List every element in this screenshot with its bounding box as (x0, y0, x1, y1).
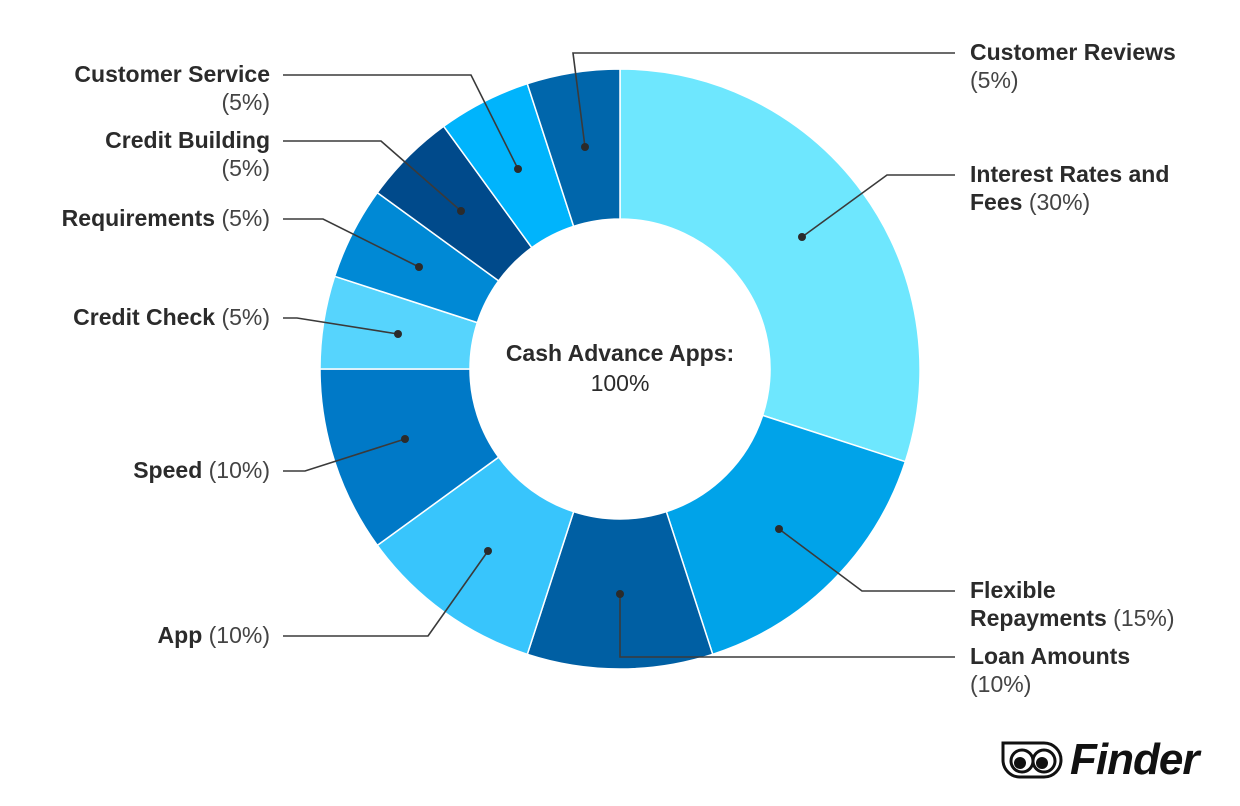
eyes-icon (1001, 741, 1063, 779)
label-customer-reviews: Customer Reviews (5%) (970, 39, 1176, 93)
leader-dot-loan-amounts (616, 590, 624, 598)
label-flexible-repayments: Flexible Repayments (15%) (970, 577, 1175, 631)
leader-line-credit-check (283, 317, 399, 335)
finder-logo: Finder (1000, 735, 1199, 785)
leader-dot-flexible-repayments (775, 525, 783, 533)
leader-line-speed (283, 438, 406, 472)
leader-dot-credit-building (457, 207, 465, 215)
label-interest-rates: Interest Rates and Fees (30%) (970, 161, 1170, 215)
label-customer-service: Customer Service (5%) (74, 61, 270, 115)
leader-line-customer-service (283, 74, 519, 170)
leader-line-customer-reviews (572, 52, 955, 148)
leader-dot-interest-rates (798, 233, 806, 241)
leader-dot-customer-reviews (581, 143, 589, 151)
leader-dot-speed (401, 435, 409, 443)
label-loan-amounts: Loan Amounts (10%) (970, 643, 1131, 697)
slice-interest-rates-and-fees (619, 68, 921, 463)
leader-dot-app (484, 547, 492, 555)
leader-line-requirements (283, 218, 420, 268)
leader-dot-credit-check (394, 330, 402, 338)
label-credit-building: Credit Building (5%) (105, 127, 270, 181)
leader-line-interest-rates (801, 174, 955, 238)
leader-line-flexible-repayments (778, 528, 955, 592)
label-app: App (10%) (157, 622, 270, 648)
label-speed: Speed (10%) (133, 457, 270, 483)
leader-line-credit-building (283, 140, 462, 212)
leader-dot-requirements (415, 263, 423, 271)
slice-customer-reviews (526, 68, 621, 228)
label-credit-check: Credit Check (5%) (73, 304, 270, 330)
center-value: 100% (590, 370, 650, 396)
leader-line-loan-amounts (619, 594, 955, 658)
brand-name: Finder (1070, 735, 1199, 784)
leader-dot-customer-service (514, 165, 522, 173)
center-title: Cash Advance Apps: (505, 340, 735, 366)
center-label: Cash Advance Apps: 100% (470, 338, 770, 398)
leader-line-app (283, 550, 489, 637)
label-requirements: Requirements (5%) (61, 205, 270, 231)
